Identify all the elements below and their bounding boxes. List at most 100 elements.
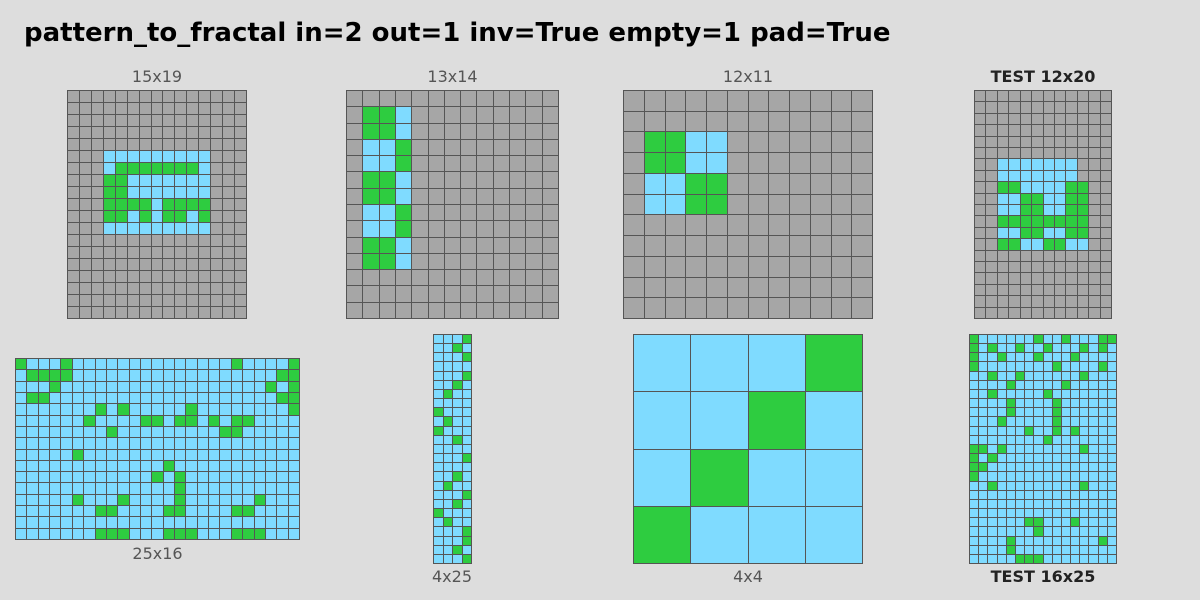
grid-cell xyxy=(209,426,220,438)
grid-cell xyxy=(979,527,988,536)
grid-cell xyxy=(748,173,769,194)
grid-cell xyxy=(288,472,299,483)
grid-cell xyxy=(199,187,211,198)
grid-cell xyxy=(412,270,428,286)
grid-cell xyxy=(223,175,235,186)
grid-cell xyxy=(223,295,235,306)
grid-cell xyxy=(163,175,175,186)
grid-cell xyxy=(1061,380,1071,389)
grid-cell xyxy=(453,454,462,463)
grid-cell xyxy=(118,415,129,426)
grid-cell xyxy=(477,270,493,286)
grid-cell xyxy=(979,490,988,499)
grid-cell xyxy=(1006,389,1015,399)
grid-cell xyxy=(443,545,452,554)
grid-cell xyxy=(175,175,187,186)
grid-cell xyxy=(988,344,997,353)
grid-cell xyxy=(1089,509,1098,518)
grid-cell xyxy=(347,107,363,123)
grid-cell xyxy=(997,113,1009,125)
grid-cell xyxy=(975,307,986,318)
grid-cell xyxy=(199,235,211,246)
grid-cell xyxy=(444,253,461,270)
grid-cell xyxy=(163,187,175,198)
grid-cell xyxy=(1034,380,1043,389)
grid-cell xyxy=(175,247,187,258)
grid-cell xyxy=(665,91,686,111)
grid-cell xyxy=(997,527,1006,536)
grid-cell xyxy=(1100,307,1111,318)
grid-cell xyxy=(223,211,235,222)
grid-cell xyxy=(175,472,186,483)
grid-cell xyxy=(634,449,691,506)
grid-cell xyxy=(38,415,50,426)
grid-cell xyxy=(462,518,471,527)
grid-cell xyxy=(72,528,84,539)
grid-cell xyxy=(1089,518,1098,527)
grid-cell xyxy=(1077,102,1089,113)
grid-cell xyxy=(1006,362,1015,371)
grid-cell xyxy=(975,159,986,170)
grid-cell xyxy=(129,472,140,483)
grid-cell xyxy=(223,259,235,270)
grid-cell xyxy=(1052,472,1061,481)
grid-cell xyxy=(975,204,986,216)
grid-cell xyxy=(139,199,151,210)
grid-cell xyxy=(163,163,175,174)
grid-cell xyxy=(243,370,254,381)
grid-cell xyxy=(211,307,223,318)
grid-cell xyxy=(510,91,526,107)
grid-cell xyxy=(979,481,988,490)
grid-cell xyxy=(443,417,452,426)
grid-cell xyxy=(727,91,748,111)
grid-cell xyxy=(970,362,979,371)
grid-cell xyxy=(1054,227,1066,239)
grid-cell xyxy=(831,111,852,132)
grid-cell xyxy=(235,103,246,114)
grid-cell xyxy=(970,481,979,490)
grid-cell xyxy=(997,147,1009,159)
grid-cell xyxy=(1043,273,1054,284)
grid-cell xyxy=(187,115,199,126)
grid-cell xyxy=(140,438,152,449)
grid-cell xyxy=(61,359,72,370)
grid-cell xyxy=(103,283,115,294)
grid-cell xyxy=(186,359,197,370)
grid-cell xyxy=(151,151,163,162)
grid-cell xyxy=(1089,389,1098,399)
grid-cell xyxy=(434,490,443,499)
grid-cell xyxy=(727,277,748,298)
grid-cell xyxy=(129,449,140,460)
grid-cell xyxy=(1006,435,1015,444)
grid-cell xyxy=(175,460,186,472)
grid-cell xyxy=(38,528,50,539)
grid-cell xyxy=(461,91,477,107)
grid-cell xyxy=(1098,545,1107,554)
grid-cell xyxy=(1107,545,1116,554)
grid-cell xyxy=(223,91,235,102)
grid-cell xyxy=(27,392,38,404)
grid-cell xyxy=(395,123,412,139)
grid-cell xyxy=(665,215,686,236)
grid-cell xyxy=(38,381,50,392)
grid-cell xyxy=(1020,261,1032,273)
grid-cell xyxy=(277,506,288,517)
grid-cell xyxy=(477,107,493,123)
grid-cell xyxy=(444,91,461,107)
grid-cell xyxy=(163,449,175,460)
grid-cell xyxy=(277,359,288,370)
grid-cell xyxy=(235,271,246,282)
grid-cell xyxy=(1098,435,1107,444)
grid-cell xyxy=(412,188,428,204)
grid-cell xyxy=(152,449,163,460)
grid-cell xyxy=(997,159,1009,170)
grid-cell xyxy=(510,286,526,302)
grid-cell xyxy=(235,115,246,126)
grid-cell xyxy=(277,381,288,392)
grid-cell xyxy=(1098,481,1107,490)
grid-cell xyxy=(434,545,443,554)
grid-cell xyxy=(493,270,510,286)
grid-cell xyxy=(1006,481,1015,490)
grid-cell xyxy=(115,91,127,102)
grid-cell xyxy=(1043,239,1054,250)
